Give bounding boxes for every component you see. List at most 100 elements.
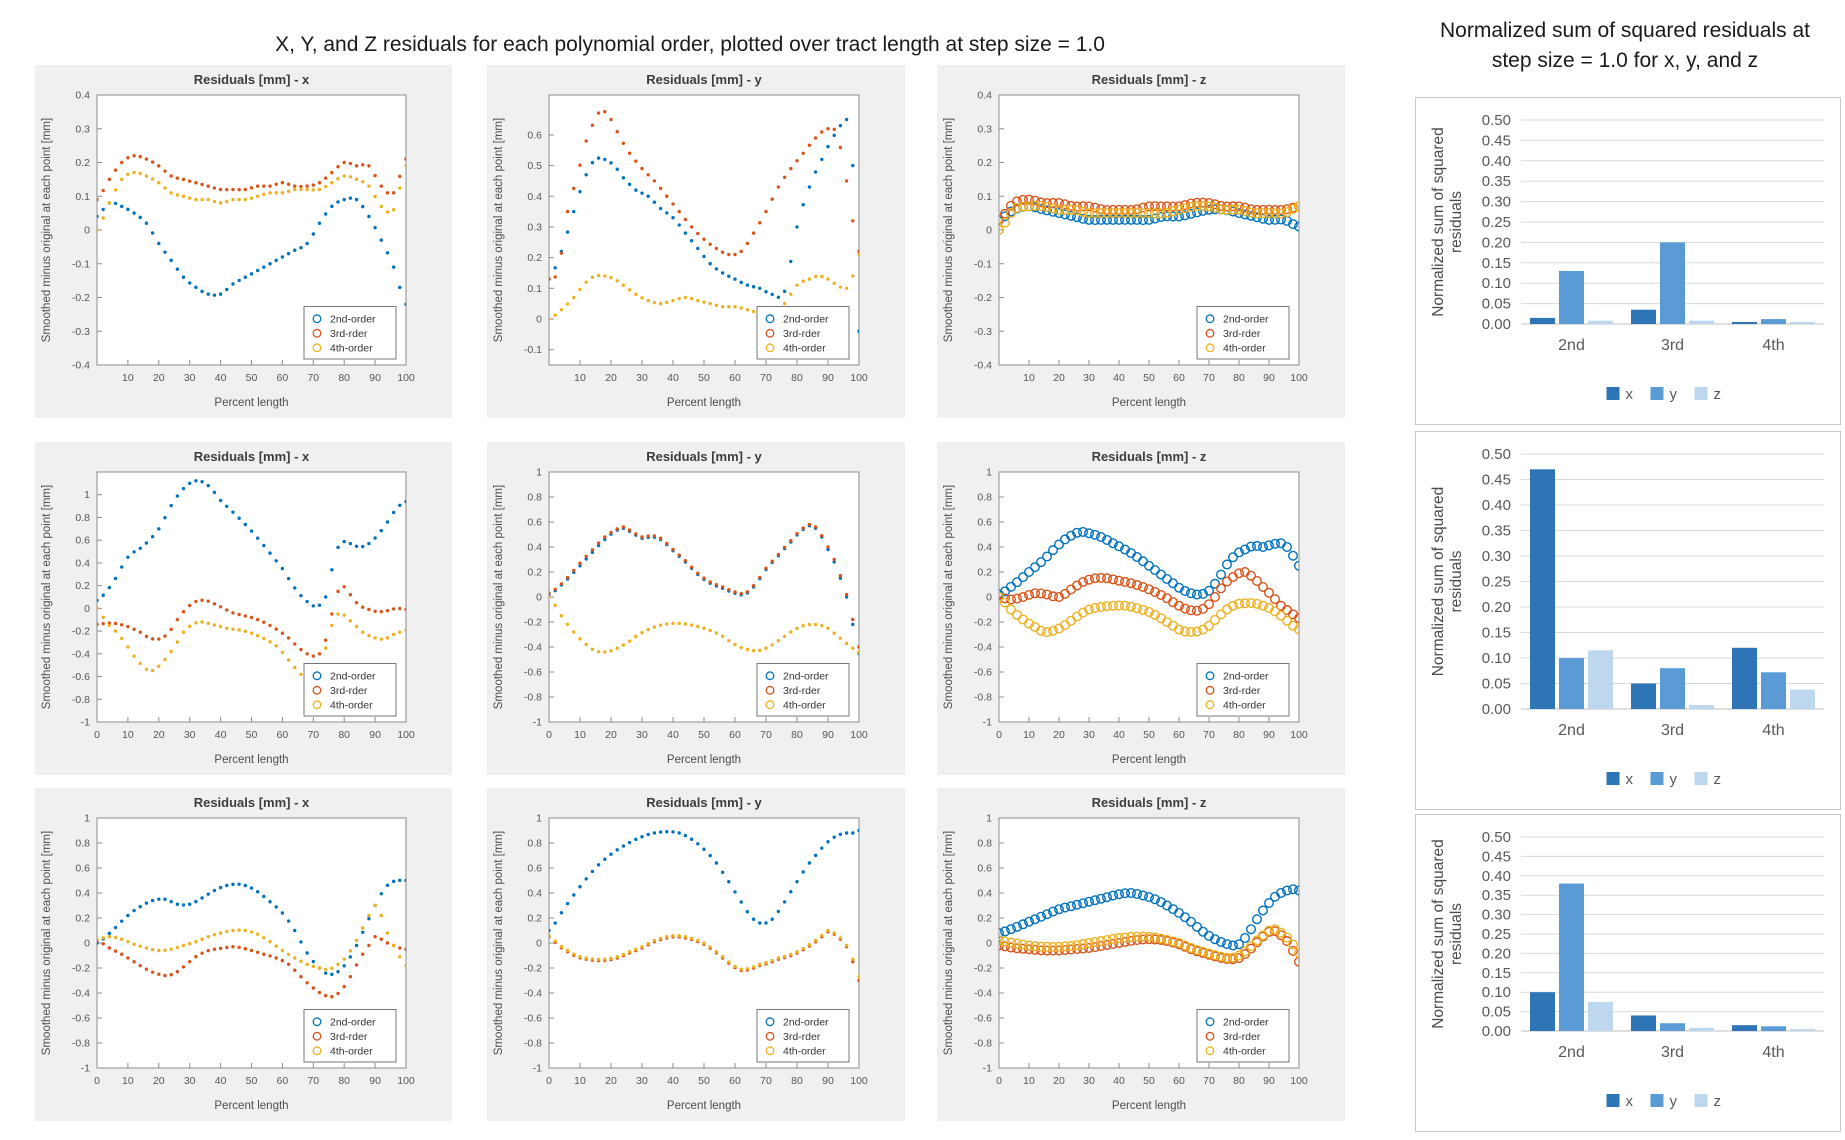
svg-text:10: 10 <box>1023 729 1035 741</box>
svg-text:40: 40 <box>215 1075 227 1087</box>
svg-text:0.6: 0.6 <box>527 863 542 875</box>
svg-text:1: 1 <box>536 467 542 479</box>
bar-category-label: 2nd <box>1558 337 1585 354</box>
svg-text:90: 90 <box>369 1075 381 1087</box>
svg-text:60: 60 <box>1173 729 1185 741</box>
scatter-title: Residuals [mm] - x <box>194 449 310 464</box>
scatter-plot-r3y: 0 10 20 30 40 50 60 70 80 90 100 1 0.8 0.6 0.4 0.2 0 -0.2… <box>493 795 868 1112</box>
svg-text:90: 90 <box>369 729 381 741</box>
scatter-xlabel: Percent length <box>214 754 288 766</box>
bar-chart-2: 0.00 0.05 0.10 0.15 0.20 0.25 0.30 0.35 0.40 0.45… <box>1415 431 1841 810</box>
svg-text:0.3: 0.3 <box>527 221 542 233</box>
svg-text:70: 70 <box>760 372 772 384</box>
scatter-legend: 2nd-order 3rd-rder 4th-order <box>756 306 850 360</box>
svg-text:0.40: 0.40 <box>1482 497 1511 514</box>
scatter-xlabel: Percent length <box>214 397 288 409</box>
bar-4th-z <box>1790 321 1815 324</box>
svg-text:3rd-rder: 3rd-rder <box>1223 1031 1261 1043</box>
bar-category-label: 4th <box>1762 337 1784 354</box>
bar-category-label: 2nd <box>1558 722 1585 739</box>
svg-text:-0.4: -0.4 <box>974 642 992 654</box>
svg-text:z: z <box>1714 386 1722 403</box>
svg-text:50: 50 <box>1143 1075 1155 1087</box>
bar-ylabel-line2: residuals <box>1448 903 1465 965</box>
svg-text:100: 100 <box>1290 1075 1308 1087</box>
svg-text:30: 30 <box>636 1075 648 1087</box>
svg-text:10: 10 <box>574 729 586 741</box>
svg-text:40: 40 <box>215 372 227 384</box>
svg-text:100: 100 <box>850 729 868 741</box>
svg-text:20: 20 <box>1053 729 1065 741</box>
svg-text:90: 90 <box>1263 372 1275 384</box>
svg-text:3rd-rder: 3rd-rder <box>783 1031 821 1043</box>
svg-text:-0.3: -0.3 <box>974 326 992 338</box>
scatter-plot-r3x: 0 10 20 30 40 50 60 70 80 90 100 1 0.8 0.6 0.4 0.2 0 -0.2… <box>41 795 415 1112</box>
svg-text:0.4: 0.4 <box>527 542 542 554</box>
svg-text:0.8: 0.8 <box>977 492 992 504</box>
svg-text:-0.4: -0.4 <box>72 988 90 1000</box>
svg-text:20: 20 <box>1053 1075 1065 1087</box>
bar-chart-svg-1: 0.00 0.05 0.10 0.15 0.20 0.25 0.30 0.35 0.40 0.45… <box>1430 112 1824 403</box>
svg-text:-0.6: -0.6 <box>72 671 90 683</box>
svg-text:-0.4: -0.4 <box>72 648 90 660</box>
bar-ylabel-line1: Normalized sum of squared <box>1430 127 1447 317</box>
svg-text:30: 30 <box>184 1075 196 1087</box>
svg-text:-0.4: -0.4 <box>974 988 992 1000</box>
svg-text:0.00: 0.00 <box>1482 1023 1511 1040</box>
svg-text:80: 80 <box>338 372 350 384</box>
svg-text:4th-order: 4th-order <box>330 699 373 711</box>
svg-text:-0.4: -0.4 <box>524 988 542 1000</box>
scatter-panel-r3z: 0 10 20 30 40 50 60 70 80 90 100 1 0.8 0.6 0.4 0.2 0 -0.2… <box>937 788 1345 1121</box>
scatter-plot-r3z: 0 10 20 30 40 50 60 70 80 90 100 1 0.8 0.6 0.4 0.2 0 -0.2… <box>943 795 1308 1112</box>
svg-text:80: 80 <box>338 1075 350 1087</box>
svg-text:1: 1 <box>84 489 90 501</box>
bar-legend: x y z <box>1606 386 1722 403</box>
scatter-ylabel: Smoothed minus original at each point [m… <box>41 485 53 709</box>
svg-text:0.30: 0.30 <box>1482 907 1511 924</box>
bar-3rd-y <box>1660 242 1685 324</box>
svg-text:40: 40 <box>1113 372 1125 384</box>
scatter-xlabel: Percent length <box>667 397 741 409</box>
svg-text:100: 100 <box>397 1075 415 1087</box>
bar-4th-x <box>1732 1025 1757 1031</box>
svg-text:0.6: 0.6 <box>977 863 992 875</box>
svg-text:10: 10 <box>122 1075 134 1087</box>
svg-text:0: 0 <box>546 729 552 741</box>
svg-text:100: 100 <box>850 1075 868 1087</box>
svg-text:0.6: 0.6 <box>977 517 992 529</box>
svg-text:90: 90 <box>369 372 381 384</box>
svg-text:70: 70 <box>760 729 772 741</box>
svg-text:60: 60 <box>729 729 741 741</box>
scatter-legend: 2nd-order 3rd-rder 4th-order <box>1196 1009 1290 1063</box>
svg-text:0.1: 0.1 <box>527 283 542 295</box>
svg-text:70: 70 <box>1203 372 1215 384</box>
svg-text:0: 0 <box>84 225 90 237</box>
svg-text:60: 60 <box>1173 1075 1185 1087</box>
svg-text:30: 30 <box>636 729 648 741</box>
svg-text:0: 0 <box>536 313 542 325</box>
svg-text:60: 60 <box>1173 372 1185 384</box>
svg-text:4th-order: 4th-order <box>783 1045 826 1057</box>
svg-text:90: 90 <box>822 372 834 384</box>
svg-text:0: 0 <box>996 1075 1002 1087</box>
svg-text:0: 0 <box>84 938 90 950</box>
svg-text:100: 100 <box>850 372 868 384</box>
scatter-panel-r3x: 0 10 20 30 40 50 60 70 80 90 100 1 0.8 0.6 0.4 0.2 0 -0.2… <box>35 788 452 1121</box>
svg-text:0.25: 0.25 <box>1482 926 1511 943</box>
scatter-xlabel: Percent length <box>1112 1100 1186 1112</box>
scatter-panel-r1z: 10 20 30 40 50 60 70 80 90 100 0.4 0.3 0.2 0.1 0 -0.1 -0… <box>937 65 1345 418</box>
svg-text:0.50: 0.50 <box>1482 112 1511 129</box>
bar-category-label: 4th <box>1762 722 1784 739</box>
svg-text:0.35: 0.35 <box>1482 887 1511 904</box>
bar-4th-y <box>1761 1026 1786 1031</box>
svg-text:50: 50 <box>698 372 710 384</box>
svg-text:x: x <box>1626 386 1634 403</box>
svg-text:70: 70 <box>760 1075 772 1087</box>
svg-text:0: 0 <box>536 938 542 950</box>
svg-text:0.4: 0.4 <box>75 888 90 900</box>
svg-text:-1: -1 <box>81 1063 90 1075</box>
svg-text:100: 100 <box>1290 729 1308 741</box>
svg-text:20: 20 <box>605 372 617 384</box>
bar-3rd-z <box>1689 704 1714 709</box>
